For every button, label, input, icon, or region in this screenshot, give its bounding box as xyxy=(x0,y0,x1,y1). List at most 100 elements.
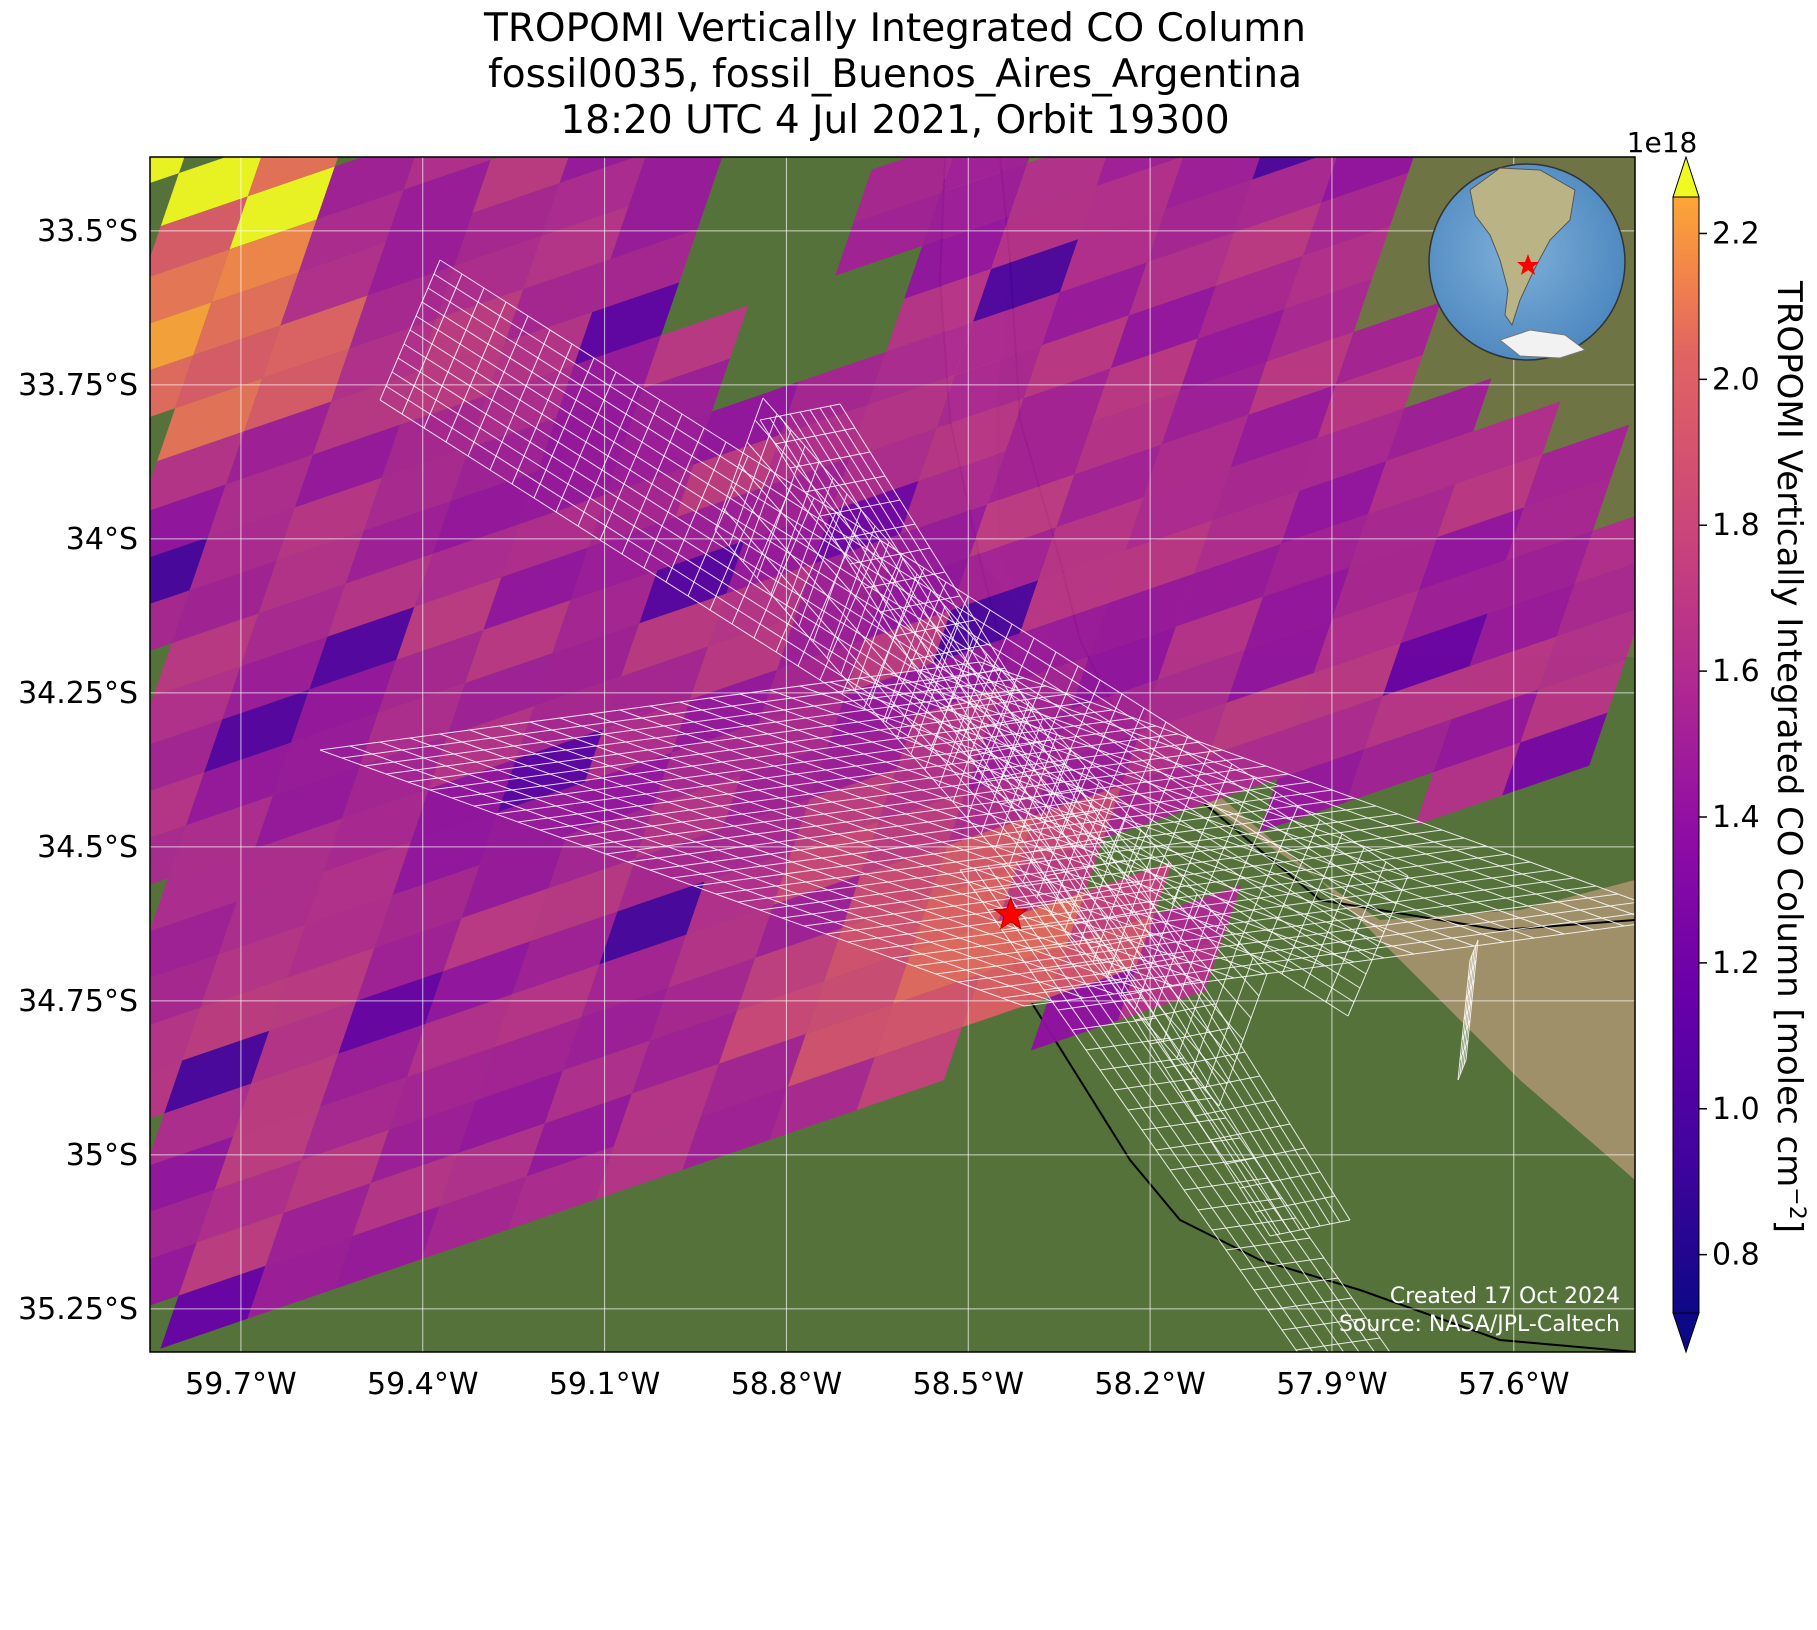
plume-grid-3 xyxy=(759,403,1351,1237)
co-pixel xyxy=(824,898,930,981)
co-pixel xyxy=(700,1033,806,1117)
co-pixel xyxy=(918,398,1024,481)
co-pixel xyxy=(515,676,622,760)
co-pixel xyxy=(1386,378,1492,462)
co-pixel xyxy=(483,547,589,631)
co-pixel xyxy=(566,752,672,836)
co-pixel xyxy=(1259,749,1365,832)
co-pixel xyxy=(541,157,646,237)
co-pixel xyxy=(450,418,556,501)
co-pixel xyxy=(327,553,433,637)
co-pixel xyxy=(378,630,484,713)
co-pixel xyxy=(276,477,382,561)
co-pixel xyxy=(150,901,237,979)
co-pixel xyxy=(827,663,933,746)
co-pixel xyxy=(418,288,524,372)
co-pixel xyxy=(185,742,292,826)
axis-labels: 59.7°W 59.4°W 59.1°W 58.8°W 58.5°W 58.2°W 57.9… xyxy=(18,214,1569,1402)
co-pixel xyxy=(755,874,861,958)
colorbar-exponent: 1e18 xyxy=(1627,126,1698,159)
co-pixel xyxy=(182,977,288,1061)
co-pixel xyxy=(403,157,492,190)
co-pixel xyxy=(1212,437,1318,521)
co-pixel xyxy=(1313,590,1419,673)
co-pixel xyxy=(247,157,339,197)
co-pixel xyxy=(294,424,401,508)
co-pixel xyxy=(316,157,415,220)
co-pixel xyxy=(617,828,723,912)
co-pixel xyxy=(787,1004,893,1087)
co-pixel xyxy=(1451,636,1557,720)
co-pixel xyxy=(682,1086,788,1170)
co-pixel xyxy=(526,1093,632,1177)
colorbar-tick-label: 1.8 xyxy=(1712,508,1760,543)
co-pixel xyxy=(592,229,698,313)
lon-tick-label: 58.5°W xyxy=(913,1367,1024,1402)
co-pixel xyxy=(1244,566,1351,650)
co-pixel xyxy=(1262,514,1369,597)
co-pixel xyxy=(247,1235,353,1319)
lon-tick-label: 59.7°W xyxy=(185,1367,296,1402)
co-pixel xyxy=(356,918,462,1001)
co-pixel xyxy=(1103,755,1209,839)
co-pixel xyxy=(150,590,190,651)
star-marker xyxy=(993,896,1029,930)
co-pixel xyxy=(1437,454,1543,538)
co-pixel xyxy=(1060,209,1166,293)
co-pixel xyxy=(599,881,705,965)
co-pixel xyxy=(936,345,1042,428)
co-pixel xyxy=(628,157,723,207)
co-pixel xyxy=(374,865,480,948)
co-pixel xyxy=(258,530,364,614)
co-pixel xyxy=(265,1182,371,1266)
lat-tick-label: 34.5°S xyxy=(37,830,138,865)
co-pixel xyxy=(987,421,1093,505)
lat-tick-label: 35°S xyxy=(66,1138,138,1173)
gridlines xyxy=(150,157,1635,1352)
co-pixel xyxy=(150,1242,197,1306)
co-pixel xyxy=(900,451,1006,534)
co-pixel xyxy=(150,537,208,604)
co-pixel xyxy=(878,739,984,823)
co-pixel xyxy=(1110,285,1216,369)
co-pixel xyxy=(305,841,411,925)
co-pixel xyxy=(157,378,263,462)
co-pixel xyxy=(1179,308,1285,392)
co-pixel xyxy=(610,176,716,260)
co-pixel xyxy=(1092,338,1198,422)
co-pixel xyxy=(1277,696,1383,779)
co-pixel xyxy=(860,792,966,875)
co-pixel xyxy=(758,639,865,723)
co-pixel xyxy=(236,818,342,902)
co-pixel xyxy=(443,888,549,972)
co-pixel xyxy=(932,580,1039,664)
co-pixel xyxy=(954,292,1061,376)
co-pixel xyxy=(421,1176,527,1260)
co-pixel xyxy=(1023,315,1129,399)
co-pixel xyxy=(867,322,973,405)
co-pixel-swath xyxy=(150,157,1635,1349)
co-pixel xyxy=(232,1053,339,1137)
co-pixel xyxy=(635,775,741,859)
co-pixel xyxy=(1139,649,1245,733)
co-pixel xyxy=(621,593,727,677)
co-pixel xyxy=(1128,232,1235,316)
co-pixel xyxy=(998,838,1104,922)
colorbar-tick-label: 2.2 xyxy=(1712,216,1760,251)
co-pixel xyxy=(780,351,886,435)
co-pixel xyxy=(1299,408,1405,491)
co-pixel xyxy=(150,431,245,511)
co-pixel xyxy=(472,157,569,213)
plume-grid-1 xyxy=(379,259,1409,1017)
co-pixel xyxy=(150,848,255,932)
co-pixel xyxy=(150,954,219,1025)
lat-tick-label: 34°S xyxy=(66,522,138,557)
co-pixel xyxy=(519,441,625,525)
colorbar-gradient xyxy=(1672,196,1700,1314)
co-pixel xyxy=(831,427,937,511)
co-pixel xyxy=(849,375,955,458)
co-pixel xyxy=(1016,785,1122,869)
co-pixel xyxy=(468,365,575,448)
colorbar: 0.8 1.0 1.2 1.4 1.6 1.8 2.0 2.2 1e18 TROPOMI Ve… xyxy=(1627,126,1809,1354)
co-pixel xyxy=(1088,573,1195,657)
